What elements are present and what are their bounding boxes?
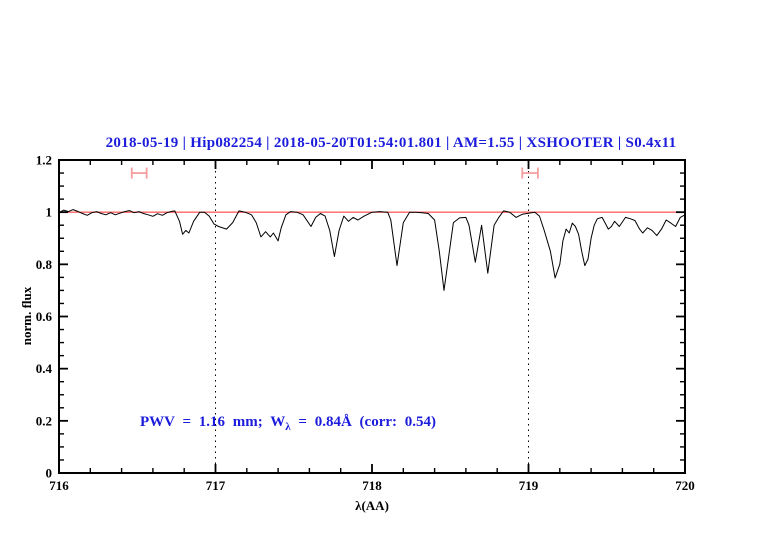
y-tick-label: 1 [46,205,53,220]
spectrum-line [58,209,686,291]
annotation-post: = 0.84Å (corr: 0.54) [290,414,436,430]
x-tick-label: 717 [206,478,226,493]
annotation-lambda-subscript: λ [285,421,291,433]
annotation-pre: PWV = 1.16 mm; W [140,414,286,430]
x-tick-label: 716 [49,478,69,493]
y-tick-label: 0.4 [36,361,53,376]
y-tick-label: 0.8 [36,257,53,272]
pwv-annotation: PWV = 1.16 mm; Wλ = 0.84Å (corr: 0.54) [140,414,436,433]
y-tick-label: 0.6 [36,309,53,324]
figure-title: 2018-05-19 | Hip082254 | 2018-05-20T01:5… [105,135,677,151]
x-tick-label: 718 [362,478,382,493]
x-tick-label: 720 [675,478,695,493]
x-axis-label: λ(AA) [355,498,389,513]
x-tick-label: 719 [519,478,539,493]
y-tick-label: 0.2 [36,413,52,428]
y-tick-label: 1.2 [36,153,52,168]
y-tick-label: 0 [46,466,53,481]
